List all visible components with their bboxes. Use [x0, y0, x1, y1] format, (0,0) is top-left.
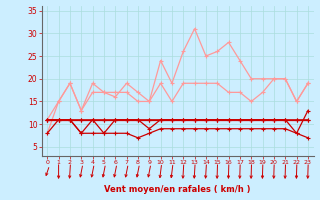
X-axis label: Vent moyen/en rafales ( km/h ): Vent moyen/en rafales ( km/h ) [104, 185, 251, 194]
